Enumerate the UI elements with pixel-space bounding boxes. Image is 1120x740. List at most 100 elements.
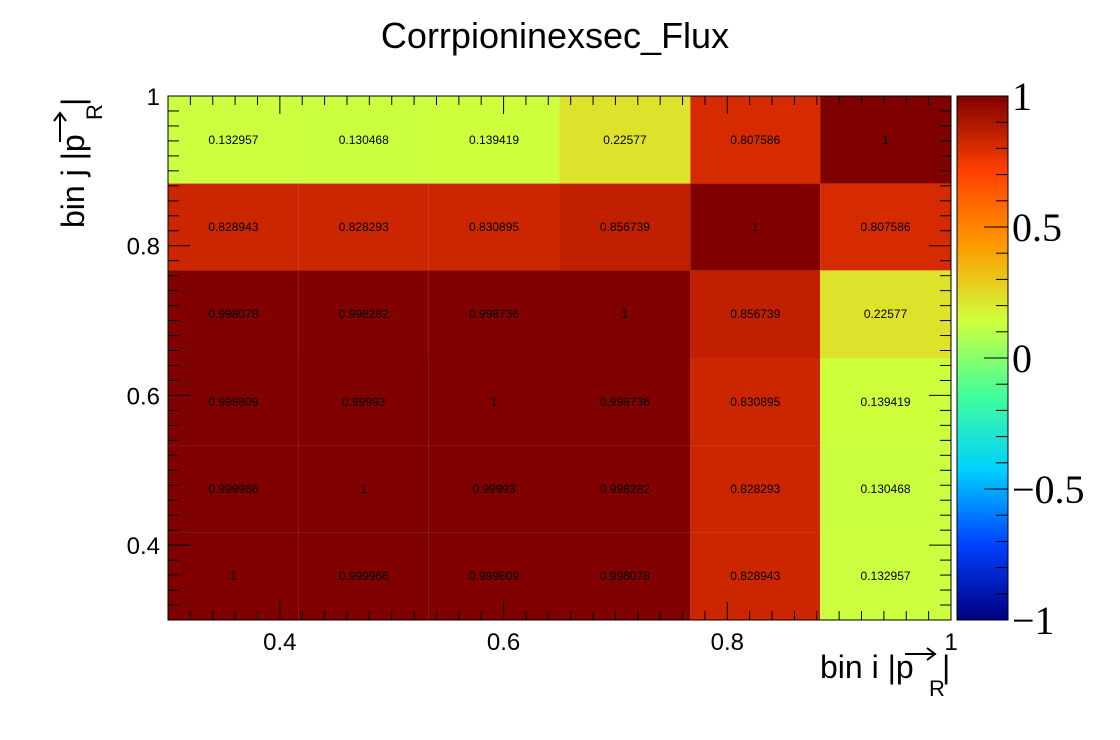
heatmap-cell xyxy=(168,358,299,446)
heatmap-cell xyxy=(820,532,951,620)
heatmap-cell-label: 0.999966 xyxy=(339,569,389,583)
heatmap-cell xyxy=(690,358,821,446)
palette-tick-label: −0.5 xyxy=(1012,467,1085,512)
heatmap-cell-label: 1 xyxy=(752,220,759,234)
heatmap-cell-label: 0.856739 xyxy=(600,220,650,234)
heatmap-cell-label: 0.998078 xyxy=(208,307,258,321)
heatmap-cell-label: 0.998078 xyxy=(600,569,650,583)
heatmap-cell-label: 0.998736 xyxy=(469,307,519,321)
y-axis-title: bin j |p R | xyxy=(53,98,107,228)
heatmap-cell xyxy=(298,445,429,533)
heatmap-cell xyxy=(168,445,299,533)
x-axis-title: bin i |p R | xyxy=(820,647,950,701)
heatmap-cell xyxy=(428,270,560,358)
heatmap-cell xyxy=(298,183,429,271)
heatmap-cell-label: 0.998736 xyxy=(600,395,650,409)
heatmap-cell xyxy=(428,445,560,533)
heatmap-cell xyxy=(690,532,821,620)
heatmap-cell xyxy=(559,358,691,446)
heatmap-cell xyxy=(168,183,299,271)
svg-text:bin i |p: bin i |p xyxy=(820,649,914,685)
x-tick-label: 0.4 xyxy=(263,629,296,656)
heatmap-cell-label: 0.807586 xyxy=(730,133,780,147)
heatmap-cell xyxy=(428,532,560,620)
x-axis-title-close: | xyxy=(942,649,950,685)
heatmap-cell xyxy=(428,96,560,184)
heatmap-cell-label: 1 xyxy=(360,482,367,496)
heatmap-cell-label: 0.828293 xyxy=(339,220,389,234)
palette-tick-label: 0 xyxy=(1012,336,1032,381)
heatmap-cell-label: 0.856739 xyxy=(730,307,780,321)
heatmap-cell-label: 0.807586 xyxy=(861,220,911,234)
heatmap-cell xyxy=(820,96,951,184)
x-tick-label: 0.8 xyxy=(711,629,744,656)
heatmap-cell-label: 0.132957 xyxy=(208,133,258,147)
heatmap-cell-label: 0.828943 xyxy=(730,569,780,583)
heatmap-cell-label: 0.130468 xyxy=(861,482,911,496)
heatmap-cell-label: 0.139419 xyxy=(861,395,911,409)
y-tick-label: 0.8 xyxy=(127,234,160,261)
heatmap-cell-labels: 0.132957 0.130468 0.139419 0.22577 0.807586 1… xyxy=(208,133,911,583)
y-tick-label: 0.6 xyxy=(127,383,160,410)
svg-text:bin j |p: bin j |p xyxy=(55,134,91,228)
x-axis-title-main: bin i | xyxy=(820,649,896,685)
y-axis-title-close: | xyxy=(55,98,91,106)
heatmap-cell-label: 0.132957 xyxy=(861,569,911,583)
heatmap-cell xyxy=(690,183,821,271)
palette-tick-label: 0.5 xyxy=(1012,205,1062,250)
heatmap-cell xyxy=(559,183,691,271)
heatmap-cell xyxy=(559,532,691,620)
y-axis: 0.4 0.6 0.8 1 xyxy=(127,84,951,621)
heatmap-cell-label: 0.999966 xyxy=(208,482,258,496)
heatmap-cells xyxy=(168,96,951,620)
heatmap-cell-label: 0.99993 xyxy=(472,482,516,496)
heatmap-cell xyxy=(820,183,951,271)
heatmap-cell xyxy=(168,270,299,358)
heatmap-cell xyxy=(428,183,560,271)
x-tick-label: 0.6 xyxy=(487,629,520,656)
heatmap-cell xyxy=(298,270,429,358)
color-palette-axis: 1 0.5 0 −0.5 −1 xyxy=(984,74,1085,643)
heatmap-cell-label: 1 xyxy=(882,133,889,147)
heatmap-cell xyxy=(168,96,299,184)
heatmap-cell-label: 0.99993 xyxy=(342,395,386,409)
x-axis: 0.4 0.6 0.8 1 xyxy=(167,96,958,656)
x-axis-title-vector: p xyxy=(896,649,914,685)
palette-tick-label: −1 xyxy=(1012,598,1055,643)
heatmap-cell xyxy=(559,270,691,358)
heatmap-cell xyxy=(168,532,299,620)
heatmap-cell-label: 0.22577 xyxy=(864,307,908,321)
y-axis-title-main: bin j | xyxy=(55,152,91,228)
palette-tick-label: 1 xyxy=(1012,74,1032,119)
y-axis-vector-arrowhead xyxy=(53,111,67,122)
heatmap-cell-label: 0.828943 xyxy=(208,220,258,234)
heatmap-cell-label: 0.999809 xyxy=(469,569,519,583)
heatmap-cell-label: 1 xyxy=(491,395,498,409)
heatmap-cell-label: 0.998282 xyxy=(339,307,389,321)
heatmap-cell-label: 0.998282 xyxy=(600,482,650,496)
x-axis-vector-arrowhead xyxy=(926,647,937,661)
heatmap-cell xyxy=(428,358,560,446)
heatmap-cell xyxy=(559,445,691,533)
y-axis-title-vector: p xyxy=(55,134,91,152)
y-tick-label: 0.4 xyxy=(127,533,160,560)
heatmap-cell xyxy=(820,358,951,446)
heatmap-cell-label: 0.130468 xyxy=(339,133,389,147)
heatmap-cell xyxy=(690,445,821,533)
heatmap-cell-label: 0.999809 xyxy=(208,395,258,409)
heatmap-cell-label: 1 xyxy=(230,569,237,583)
heatmap-cell xyxy=(298,96,429,184)
heatmap-cell xyxy=(820,270,951,358)
heatmap-cell-label: 0.828293 xyxy=(730,482,780,496)
y-axis-title-subscript: R xyxy=(82,104,107,120)
x-axis-title-subscript: R xyxy=(929,676,945,701)
x-tick-label: 1 xyxy=(944,629,957,656)
chart-title: Corrpioninexsec_Flux xyxy=(381,15,729,56)
heatmap-cell xyxy=(820,445,951,533)
heatmap-cell-label: 0.22577 xyxy=(603,133,647,147)
heatmap-cell-label: 1 xyxy=(622,307,629,321)
heatmap-cell-label: 0.830895 xyxy=(730,395,780,409)
heatmap-cell xyxy=(298,358,429,446)
heatmap-cell xyxy=(690,96,821,184)
